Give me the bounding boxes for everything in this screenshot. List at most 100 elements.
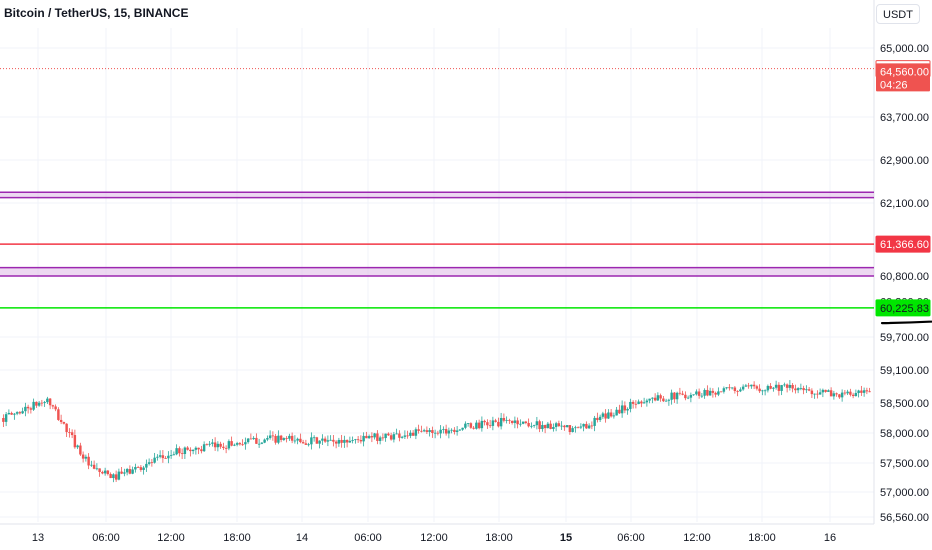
candle-body	[862, 390, 866, 393]
candle-body	[741, 386, 745, 390]
candle	[109, 472, 112, 479]
candle	[739, 387, 742, 393]
candle-body	[810, 390, 814, 395]
candle-body	[73, 435, 77, 448]
candle	[659, 393, 662, 402]
candle-body	[191, 449, 195, 452]
candle	[351, 436, 354, 444]
candle-body	[337, 439, 341, 444]
candle	[79, 442, 82, 456]
candle	[123, 468, 126, 477]
candle	[714, 391, 717, 398]
candle-body	[651, 397, 654, 399]
candle-body	[840, 392, 844, 398]
candle-body	[585, 423, 588, 429]
candle-body	[40, 402, 44, 404]
candle-body	[90, 464, 93, 466]
candle	[546, 421, 550, 429]
candle-body	[109, 474, 112, 479]
candle	[323, 436, 327, 443]
candle-body	[139, 467, 143, 470]
candle-body	[601, 413, 605, 417]
candle	[579, 423, 583, 430]
candle	[675, 391, 679, 404]
candle-body	[656, 395, 660, 401]
candle-body	[241, 444, 244, 446]
candle-body	[486, 422, 489, 426]
candle-body	[112, 474, 115, 479]
candle	[101, 470, 104, 475]
candle	[587, 423, 591, 429]
candle-body	[343, 439, 346, 443]
candle	[205, 443, 209, 446]
candle	[486, 419, 489, 429]
candle	[832, 390, 836, 400]
candle	[169, 449, 173, 459]
candle	[216, 441, 220, 452]
candle-body	[156, 456, 159, 458]
candle-body	[851, 394, 855, 397]
candle	[40, 399, 44, 407]
support-price-tag-bg	[875, 299, 931, 317]
candle	[554, 421, 558, 432]
candle-body	[2, 418, 5, 422]
candle	[304, 439, 308, 445]
candle-body	[18, 412, 22, 414]
candle	[783, 382, 786, 387]
candle-body	[648, 398, 651, 401]
candle-body	[222, 446, 225, 448]
candle-body	[235, 443, 239, 445]
candle-body	[436, 432, 440, 434]
level-band	[0, 267, 874, 276]
candle-body	[865, 390, 869, 392]
candle-body	[37, 402, 41, 406]
candle	[114, 470, 118, 482]
symbol-title[interactable]: Bitcoin / TetherUS, 15, BINANCE	[4, 6, 189, 20]
candle-body	[178, 448, 181, 454]
candle	[343, 435, 346, 448]
candle-body	[230, 441, 233, 446]
candle-body	[821, 389, 825, 393]
candle	[527, 418, 530, 428]
candle	[376, 430, 379, 445]
price-tick-label: 57,000.00	[880, 487, 929, 499]
candle	[296, 437, 299, 445]
candle-body	[475, 422, 478, 429]
candle-body	[246, 438, 250, 443]
candle	[373, 432, 376, 440]
candle-body	[282, 438, 286, 440]
candle	[395, 428, 398, 435]
candle-body	[796, 388, 800, 391]
candle-body	[711, 390, 715, 393]
candle	[673, 392, 676, 403]
candle-body	[123, 472, 126, 474]
candle-body	[681, 393, 684, 395]
candle-body	[238, 443, 242, 445]
currency-button[interactable]: USDT	[876, 4, 920, 24]
candle	[326, 435, 330, 447]
candle-body	[631, 401, 635, 404]
candle-body	[425, 430, 429, 432]
candle	[70, 429, 74, 439]
candle-body	[315, 437, 319, 444]
candle-body	[827, 390, 830, 392]
time-tick-label: 12:00	[157, 532, 185, 544]
candle	[387, 432, 390, 436]
candle	[90, 460, 93, 467]
candle	[821, 388, 825, 398]
candle	[161, 450, 165, 463]
candle-body	[447, 430, 451, 434]
candle	[189, 447, 192, 457]
candle-body	[791, 384, 794, 389]
candle-body	[59, 419, 63, 422]
candle	[524, 420, 528, 425]
candle	[862, 387, 866, 397]
candle-body	[54, 406, 57, 410]
candle-body	[164, 458, 167, 459]
candle-body	[582, 423, 585, 427]
candle-body	[755, 386, 759, 389]
candle	[695, 389, 698, 396]
candle-body	[21, 411, 24, 414]
